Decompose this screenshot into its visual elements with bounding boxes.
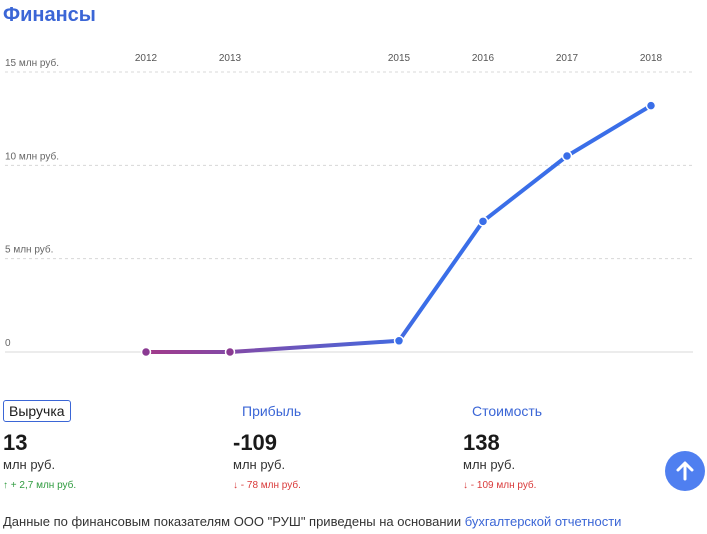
revenue-delta: ↑ + 2,7 млн руб. (3, 480, 76, 491)
value-value: 138 (463, 430, 500, 455)
tab-revenue[interactable]: Выручка (3, 400, 71, 422)
profit-unit: млн руб. (233, 457, 286, 472)
profit-delta-text: - 78 млн руб. (240, 480, 301, 491)
data-point[interactable] (224, 346, 236, 358)
x-tick-label: 2017 (556, 53, 579, 64)
y-tick-label: 5 млн руб. (5, 244, 53, 256)
y-tick-label: 10 млн руб. (5, 150, 59, 162)
y-tick-label: 0 (5, 338, 11, 349)
data-point[interactable] (140, 346, 152, 358)
x-tick-label: 2016 (472, 53, 495, 64)
x-tick-label: 2018 (640, 53, 663, 64)
data-point[interactable] (645, 100, 657, 111)
metric-revenue: Выручка 13 млн руб. ↑ + 2,7 млн руб. (3, 400, 76, 491)
arrow-down-icon: ↓ (233, 480, 238, 491)
value-unit: млн руб. (463, 457, 516, 472)
arrow-up-icon (676, 461, 694, 481)
x-tick-label: 2012 (135, 53, 158, 64)
accounting-link[interactable]: бухгалтерской отчетности (464, 514, 622, 529)
data-point[interactable] (393, 335, 405, 347)
series-line (144, 103, 653, 354)
revenue-delta-text: + 2,7 млн руб. (10, 480, 77, 491)
data-point[interactable] (477, 216, 489, 227)
revenue-value: 13 (3, 430, 28, 455)
value-delta-text: - 109 млн руб. (470, 480, 537, 491)
tab-value[interactable]: Стоимость (472, 403, 543, 419)
metric-profit: Прибыль -109 млн руб. ↓ - 78 млн руб. (233, 400, 307, 491)
value-delta: ↓ - 109 млн руб. (463, 480, 548, 491)
data-point[interactable] (561, 150, 573, 162)
arrow-up-icon: ↑ (3, 480, 8, 491)
y-tick-label: 15 млн руб. (5, 57, 59, 69)
finance-line-chart: 15 млн руб. 10 млн руб. 5 млн руб. 0 2012 20… (5, 53, 693, 358)
page-title: Финансы (3, 4, 96, 26)
metric-value: Стоимость 138 млн руб. ↓ - 109 млн руб. (463, 400, 548, 491)
scroll-top-button[interactable] (665, 451, 705, 491)
x-tick-label: 2013 (219, 53, 242, 64)
revenue-unit: млн руб. (3, 457, 56, 472)
footer-note: Данные по финансовым показателям ООО "РУ… (3, 514, 621, 529)
tab-profit[interactable]: Прибыль (242, 403, 302, 419)
footer-text: Данные по финансовым показателям ООО "РУ… (3, 514, 462, 529)
x-tick-label: 2015 (388, 53, 411, 64)
profit-value: -109 (233, 430, 278, 455)
profit-delta: ↓ - 78 млн руб. (233, 480, 307, 491)
arrow-down-icon: ↓ (463, 480, 468, 491)
